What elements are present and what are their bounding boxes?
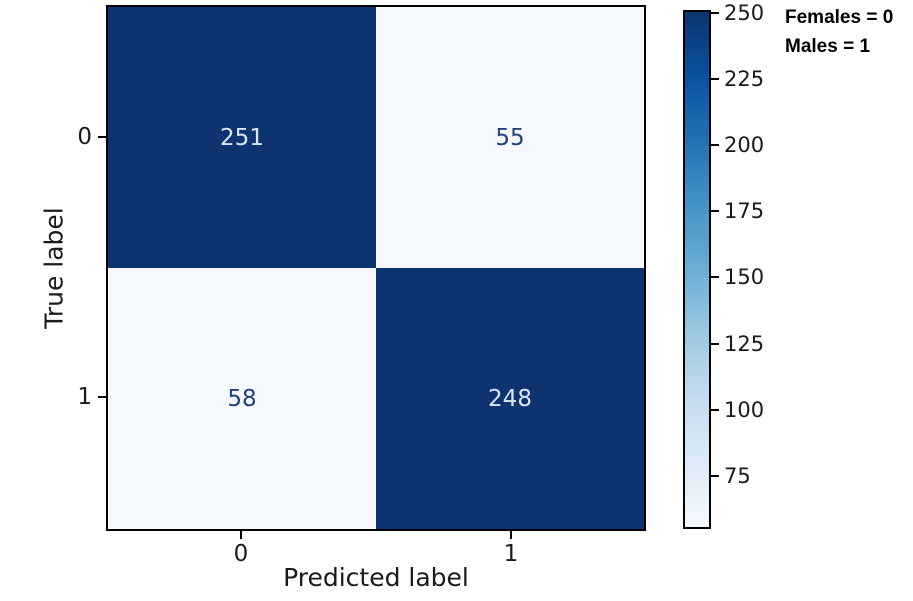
xtick-label-0: 0 [233,541,249,567]
legend-line-males: Males = 1 [785,36,871,57]
colorbar-tick-mark-175 [711,210,719,213]
colorbar-tick-mark-250 [711,11,719,14]
colorbar-tick-mark-225 [711,77,719,80]
colorbar-tick-label-250: 250 [724,0,765,25]
colorbar [683,10,711,529]
ytick-mark-1 [98,396,106,398]
colorbar-tick-label-75: 75 [724,464,751,489]
colorbar-tick-mark-150 [711,276,719,279]
colorbar-tick-label-225: 225 [724,66,765,91]
cell-true0-pred1: 55 [376,7,644,268]
colorbar-tick-label-100: 100 [724,397,765,422]
cell-true0-pred0: 251 [108,7,376,268]
x-axis-title: Predicted label [283,563,469,592]
ytick-label-1: 1 [77,384,92,410]
ytick-label-0: 0 [77,124,92,150]
colorbar-tick-label-150: 150 [724,265,765,290]
y-axis-title: True label [39,207,69,329]
colorbar-tick-mark-200 [711,144,719,147]
colorbar-tick-mark-75 [711,475,719,478]
xtick-mark-0 [240,531,242,539]
ytick-mark-0 [98,136,106,138]
colorbar-tick-mark-100 [711,408,719,411]
xtick-label-1: 1 [503,541,519,567]
xtick-mark-1 [510,531,512,539]
cell-true1-pred1: 248 [376,268,644,529]
colorbar-tick-mark-125 [711,342,719,345]
colorbar-tick-label-125: 125 [724,331,765,356]
colorbar-tick-label-175: 175 [724,199,765,224]
colorbar-tick-label-200: 200 [724,133,765,158]
legend-line-females: Females = 0 [785,7,894,28]
cell-true1-pred0: 58 [108,268,376,529]
heatmap-grid: 251 55 58 248 [106,5,646,531]
legend-annotation: Females = 0 Males = 1 [785,3,893,61]
